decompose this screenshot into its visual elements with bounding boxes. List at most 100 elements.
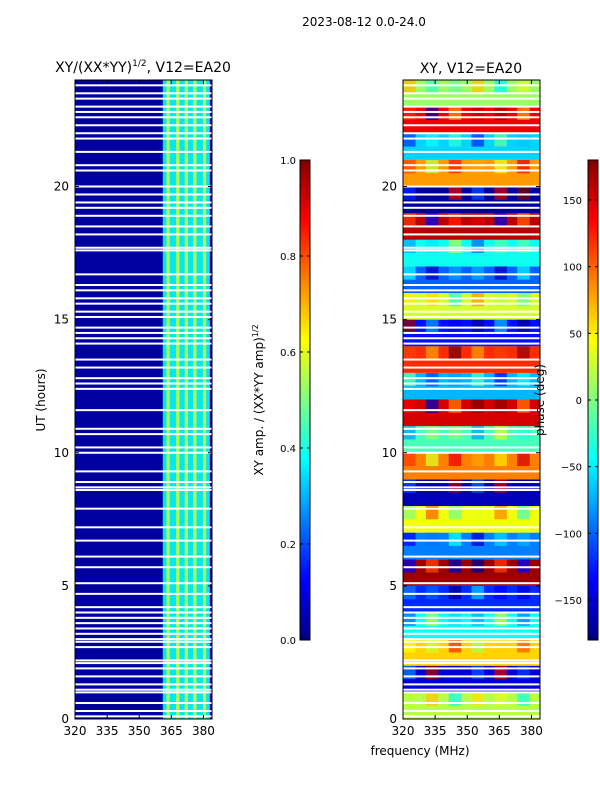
phase-flagged-row (403, 185, 540, 188)
amplitude-flagged-row (75, 481, 212, 484)
phase-flagged-row (403, 489, 540, 492)
amplitude-flagged-row (75, 116, 212, 119)
phase-flagged-row (403, 675, 540, 678)
phase-subcell (517, 133, 530, 147)
phase-flagged-row (403, 92, 540, 95)
amplitude-flagged-row (75, 688, 212, 691)
amplitude-colorbar-tick-label: 0.4 (280, 444, 296, 455)
phase-subcell (425, 80, 439, 94)
phase-subcell (448, 319, 462, 333)
amplitude-flagged-row (75, 592, 212, 595)
phase-subcell (403, 532, 416, 546)
amplitude-flagged-row (75, 132, 212, 135)
phase-subcell (517, 559, 530, 573)
amplitude-flagged-row (75, 233, 212, 236)
phase-colorbar-tick-label: −50 (561, 463, 582, 474)
amplitude-y-tick-label: 5 (61, 579, 69, 593)
amplitude-heatmap (75, 80, 212, 719)
phase-flagged-row (403, 433, 540, 436)
amplitude-flagged-row (75, 662, 212, 665)
phase-flagged-row (403, 105, 540, 108)
amplitude-flagged-row (75, 622, 212, 625)
amplitude-flagged-row (75, 489, 212, 492)
amplitude-flagged-row (75, 566, 212, 569)
amplitude-flagged-row (75, 702, 212, 705)
phase-flagged-row (403, 164, 540, 167)
phase-colorbar-tick-label: 150 (563, 196, 582, 207)
amplitude-flagged-row (75, 326, 212, 329)
amplitude-flagged-row (75, 214, 212, 217)
phase-subcell (425, 559, 439, 573)
phase-subcell (425, 186, 439, 200)
phase-y-tick-label: 15 (382, 313, 397, 327)
phase-panel: XY, V12=EA20 320 335 350 365 380 0 5 10 15 20 fr… (370, 61, 542, 758)
phase-subcell (403, 186, 416, 200)
phase-flagged-row (403, 646, 540, 649)
amplitude-flagged-row (75, 358, 212, 361)
phase-flagged-row (403, 132, 540, 135)
amplitude-flagged-row (75, 342, 212, 345)
phase-flagged-row (403, 326, 540, 329)
amplitude-flagged-row (75, 446, 212, 449)
phase-flagged-row (403, 342, 540, 345)
amplitude-flagged-row (75, 310, 212, 313)
amplitude-flagged-row (75, 284, 212, 287)
phase-colorbar: −150 −100 −50 0 50 100 150 phase (deg) (533, 159, 599, 641)
phase-flagged-row (403, 358, 540, 361)
phase-subcell (448, 585, 462, 600)
amplitude-signal-stripe (166, 80, 170, 719)
amplitude-colorbar-tick-label: 0.2 (280, 540, 296, 551)
amplitude-flagged-row (75, 150, 212, 153)
amplitude-colorbar: 0.0 0.2 0.4 0.6 0.8 1.0 XY amp. / (XX*YY amp)… (251, 156, 311, 647)
phase-subcell (425, 346, 439, 360)
amplitude-colorbar-tick-label: 1.0 (280, 156, 296, 167)
phase-subcell (471, 133, 485, 147)
phase-subcell (517, 266, 530, 280)
amplitude-flagged-row (75, 387, 212, 390)
amplitude-flagged-row (75, 627, 212, 630)
phase-subcell (403, 452, 416, 467)
phase-flagged-row (403, 662, 540, 665)
phase-subcell (425, 266, 439, 280)
amplitude-flagged-row (75, 507, 212, 510)
amplitude-x-tick-label: 335 (96, 724, 119, 738)
phase-subcell (448, 532, 462, 546)
phase-subcell (403, 559, 416, 573)
phase-flagged-row (403, 539, 540, 542)
phase-subcell (494, 80, 507, 94)
amplitude-panel-title: XY/(XX*YY)1/2, V12=EA20 (55, 59, 231, 76)
figure-suptitle: 2023-08-12 0.0-24.0 (302, 15, 426, 29)
amplitude-flagged-row (75, 691, 212, 694)
amplitude-flagged-row (75, 526, 212, 529)
phase-flagged-row (403, 302, 540, 305)
phase-flagged-row (403, 150, 540, 153)
phase-colorbar-tick-label: −100 (555, 529, 582, 540)
phase-subcell (517, 532, 530, 546)
amplitude-flagged-row (75, 97, 212, 100)
phase-flagged-row (403, 507, 540, 510)
amplitude-flagged-row (75, 297, 212, 300)
phase-flagged-row (403, 387, 540, 390)
amplitude-flagged-row (75, 638, 212, 641)
amplitude-flagged-row (75, 582, 212, 585)
amplitude-flagged-row (75, 433, 212, 436)
amplitude-flagged-row (75, 486, 212, 489)
phase-x-tick-label: 320 (392, 724, 415, 738)
amplitude-y-tick-label: 0 (61, 712, 69, 726)
phase-flagged-row (403, 486, 540, 489)
amplitude-flagged-row (75, 315, 212, 318)
amplitude-flagged-row (75, 105, 212, 108)
phase-flagged-row (403, 214, 540, 217)
amplitude-y-axis: 0 5 10 15 20 (54, 180, 212, 726)
phase-flagged-row (403, 640, 540, 643)
phase-flagged-row (403, 702, 540, 705)
phase-flagged-row (403, 366, 540, 369)
phase-y-tick-label: 10 (382, 446, 397, 460)
amplitude-flagged-row (75, 427, 212, 430)
phase-flagged-row (403, 481, 540, 484)
amplitude-colorbar-bar (299, 159, 311, 641)
phase-subcell (494, 133, 507, 147)
amplitude-x-axis: 320 335 350 365 380 (64, 80, 215, 738)
phase-subcell (517, 346, 530, 360)
phase-flagged-row (403, 246, 540, 249)
